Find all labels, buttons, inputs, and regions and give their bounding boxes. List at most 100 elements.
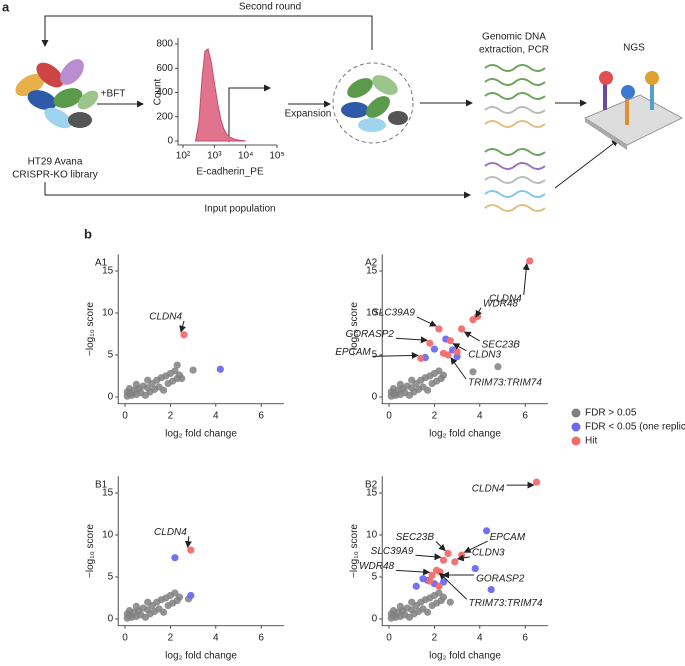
extraction-label: Genomic DNA (482, 32, 546, 43)
data-point (488, 586, 495, 593)
y-tick-label: 0 (167, 136, 173, 147)
data-point (433, 567, 440, 574)
data-point (454, 348, 461, 355)
x-axis-label: E-cadherin_PE (196, 167, 264, 178)
x-axis-label: log₂ fold change (165, 428, 237, 439)
data-point (435, 325, 442, 332)
data-point (440, 350, 447, 357)
data-point (133, 603, 140, 610)
y-axis-label: −log₁₀ score (85, 302, 96, 356)
extraction-label: extraction, PCR (479, 45, 549, 56)
annotation: TRIM73:TRIM74 (469, 598, 543, 609)
legend-swatch (572, 423, 581, 432)
x-tick-label: 2 (168, 632, 174, 643)
data-point (424, 387, 431, 394)
y-tick-label: 10 (366, 530, 378, 541)
data-point (469, 368, 476, 375)
y-tick-label: 0 (108, 392, 114, 403)
ngs-label: NGS (623, 43, 645, 54)
data-point (424, 609, 431, 616)
data-point (451, 558, 458, 565)
x-tick-label: 2 (168, 410, 174, 421)
annotation: CLDN3 (472, 548, 505, 559)
data-point (217, 366, 224, 373)
annotation: CLDN4 (154, 527, 187, 538)
data-point (190, 367, 197, 374)
data-point (435, 583, 442, 590)
annotation: CLDN3 (468, 349, 501, 360)
x-tick-label: 6 (258, 410, 264, 421)
data-point (174, 361, 181, 368)
y-tick-label: 0 (372, 614, 378, 625)
x-tick-label: 4 (213, 410, 219, 421)
y-tick-label: 15 (102, 488, 114, 499)
annotation-arrow (417, 317, 436, 326)
data-point (426, 340, 433, 347)
legend-swatch (572, 409, 581, 418)
x-tick-label: 4 (477, 410, 483, 421)
data-point (124, 610, 131, 617)
data-point (160, 387, 167, 394)
data-point (397, 603, 404, 610)
data-point (133, 381, 140, 388)
data-point (180, 331, 187, 338)
loop-arrow (45, 16, 372, 50)
x-tick-label: 6 (258, 632, 264, 643)
annotation: GORASP2 (346, 329, 395, 340)
y-tick-label: 5 (372, 572, 378, 583)
data-point (533, 478, 540, 485)
y-tick-label: 0 (372, 392, 378, 403)
data-point (431, 346, 438, 353)
annotation-arrow (436, 541, 445, 550)
annotation: CLDN4 (149, 311, 182, 322)
y-tick-label: 15 (366, 266, 378, 277)
axis (118, 476, 284, 626)
data-point (171, 554, 178, 561)
x-tick-label: 6 (522, 632, 528, 643)
annotation-arrow (181, 321, 184, 332)
data-point (160, 609, 167, 616)
data-point (144, 599, 151, 606)
y-tick-label: 15 (102, 266, 114, 277)
data-point (178, 375, 185, 382)
data-point (176, 594, 183, 601)
data-point (440, 372, 447, 379)
legend-label: FDR > 0.05 (585, 408, 637, 419)
annotation-arrow (465, 332, 480, 341)
annotation-arrow (524, 264, 527, 295)
annotation: SLC39A9 (371, 546, 414, 557)
y-tick-label: 5 (372, 350, 378, 361)
legend-label: FDR < 0.05 (one replicate) (585, 422, 685, 433)
x-tick-label: 10⁴ (238, 151, 253, 162)
y-axis-label: −log₁₀ score (85, 524, 96, 578)
input-arrow (45, 182, 470, 195)
data-point (413, 583, 420, 590)
expanded-cells (333, 63, 413, 143)
library-label: HT29 Avana (28, 157, 83, 168)
x-tick-label: 6 (522, 410, 528, 421)
data-point (397, 381, 404, 388)
x-tick-label: 4 (213, 632, 219, 643)
y-tick-label: 5 (108, 350, 114, 361)
data-point (458, 325, 465, 332)
y-tick-label: 800 (156, 39, 173, 50)
data-point (440, 557, 447, 564)
x-tick-label: 10³ (207, 151, 222, 162)
annotation: CLDN4 (472, 484, 505, 495)
axis (178, 38, 277, 145)
annotation: SEC23B (396, 532, 435, 543)
data-point (494, 363, 501, 370)
annotation-arrow (415, 555, 440, 557)
annotation-arrow (188, 536, 189, 547)
y-tick-label: 10 (102, 530, 114, 541)
annotation: GORASP2 (476, 574, 525, 585)
gate-arrow (229, 88, 270, 142)
annotation: EPCAM (335, 347, 371, 358)
data-point (447, 599, 454, 606)
expansion-label: Expansion (285, 109, 332, 120)
bft-label: +BFT (101, 89, 126, 100)
data-point (444, 550, 451, 557)
x-axis-label: log₂ fold change (429, 650, 501, 661)
